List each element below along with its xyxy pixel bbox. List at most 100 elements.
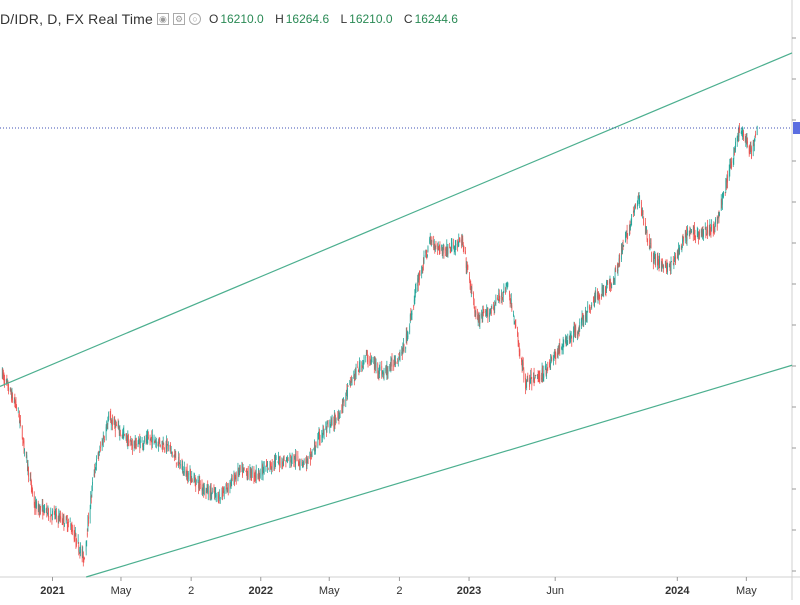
candle-body [245,470,247,472]
candle-body [301,459,303,463]
candle-body [421,268,423,270]
candle-body [700,229,702,234]
candle-body [413,304,415,308]
candle-body [451,242,453,249]
candle-body [74,532,76,536]
candle-body [595,292,597,298]
candle-body [510,299,512,307]
eye-icon[interactable]: ◉ [156,13,169,25]
candle-body [51,515,53,520]
candle-body [696,230,698,235]
candle-body [136,443,137,446]
candle-body [706,234,707,236]
candle-body [79,552,81,555]
candle-body [74,535,76,537]
candle-body [561,348,563,351]
close-icon[interactable]: ○ [188,13,201,25]
candle-body [12,394,13,401]
candle-body [290,455,291,457]
candle-body [562,349,563,351]
channel-upper-line[interactable] [0,52,793,387]
candle-body [153,436,155,441]
candle-body [237,467,239,476]
candle-body [355,367,357,378]
candle-body [525,378,526,390]
candle-body [661,262,663,268]
candle-body [418,274,420,281]
candle-body [746,137,748,146]
candle-body [431,240,432,243]
candle-body [589,305,590,310]
candle-body [623,245,625,246]
candle-body [749,146,751,153]
candle-body [145,438,147,443]
candle-body [182,471,184,473]
candle-body [501,293,502,298]
channel-lower-line[interactable] [85,364,793,578]
candle-body [314,446,316,450]
candle-body [465,250,466,254]
candle-body [379,366,380,375]
settings-icon[interactable]: ⚙ [172,13,185,25]
candle-body [655,255,656,266]
candle-body [214,491,215,495]
last-price-tag[interactable] [793,122,800,135]
candle-body [22,441,24,445]
candle-body [736,136,738,142]
candle-body [146,434,148,440]
candle-body [146,436,147,442]
candle-body [346,390,347,393]
candle-body [718,212,720,218]
candle-body [319,432,320,441]
candle-body [527,378,529,382]
candle-body [110,423,112,425]
candle-body [437,243,439,250]
candle-body [389,367,391,369]
candle-body [346,389,348,396]
candle-body [409,314,411,323]
candle-body [430,240,432,245]
candle-body [423,255,425,264]
candle-body [755,134,756,137]
candle-body [246,471,248,479]
symbol-title[interactable]: D/IDR, D, FX Real Time [0,11,153,27]
candle-body [593,300,594,302]
candle-body [443,245,444,249]
candle-body [182,466,183,473]
candle-body [648,239,650,249]
candle-body [445,248,446,251]
candle-body [81,549,83,557]
candle-body [674,257,675,260]
time-axis-label: May [736,585,757,597]
candle-body [499,297,501,299]
candle-body [163,444,165,448]
candle-body [262,464,263,472]
candle-body [585,309,586,320]
candle-body [273,461,275,466]
candle-body [449,246,450,248]
candle-body [187,476,189,480]
candle-body [43,505,44,512]
candle-body [538,376,540,381]
candle-body [170,448,172,451]
candle-body [365,356,367,358]
candle-body [511,305,513,310]
candle-body [664,264,666,269]
candle-body [283,456,284,465]
candle-body [497,297,498,300]
candle-body [571,337,573,342]
candle-body [229,482,231,490]
candle-body [431,240,433,243]
candle-body [567,336,569,340]
candle-body [56,513,57,517]
candle-body [577,330,579,335]
candle-body [639,196,640,203]
candle-body [497,299,499,301]
channel-layer[interactable] [0,52,793,578]
candle-body [485,311,486,312]
candle-body [243,467,245,471]
